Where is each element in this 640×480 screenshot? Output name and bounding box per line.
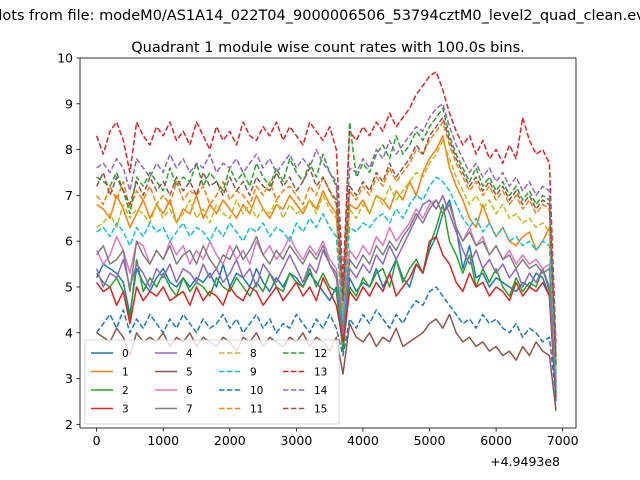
legend-label-2: 2 bbox=[122, 385, 129, 397]
legend-label-10: 10 bbox=[250, 385, 263, 397]
series-line-14 bbox=[96, 103, 557, 356]
series-line-12 bbox=[96, 107, 557, 356]
series-line-1 bbox=[96, 135, 557, 384]
x-tick-label: 6000 bbox=[480, 433, 512, 448]
series-line-11 bbox=[95, 121, 557, 361]
x-tick-label: 1000 bbox=[147, 433, 179, 448]
figure-suptitle: Plots from file: modeM0/AS1A14_022T04_90… bbox=[0, 8, 640, 24]
legend-label-4: 4 bbox=[186, 348, 193, 360]
series-line-6 bbox=[95, 199, 557, 379]
series-line-0 bbox=[95, 199, 557, 402]
x-tick-label: 5000 bbox=[414, 433, 446, 448]
legend-label-14: 14 bbox=[314, 385, 328, 397]
x-tick-label: 0 bbox=[93, 433, 101, 448]
y-tick-label: 10 bbox=[57, 51, 73, 66]
legend-box bbox=[84, 339, 340, 425]
x-tick-label: 7000 bbox=[547, 433, 579, 448]
series-line-10 bbox=[95, 286, 557, 397]
series-line-9 bbox=[96, 176, 557, 375]
y-tick-label: 7 bbox=[65, 188, 73, 203]
legend-label-5: 5 bbox=[186, 367, 193, 379]
y-tick-label: 2 bbox=[65, 417, 73, 432]
series-line-7 bbox=[95, 199, 557, 384]
legend-label-1: 1 bbox=[122, 367, 129, 379]
legend-label-11: 11 bbox=[250, 404, 263, 416]
series-line-4 bbox=[95, 194, 557, 388]
series-line-3 bbox=[95, 235, 557, 397]
axes-frame bbox=[79, 57, 577, 429]
y-tick-label: 4 bbox=[65, 325, 73, 340]
legend-label-7: 7 bbox=[186, 404, 193, 416]
series-line-2 bbox=[95, 203, 557, 393]
series-line-13 bbox=[95, 70, 557, 347]
x-tick-label: 4000 bbox=[347, 433, 379, 448]
x-axis-offset-label: +4.9493e8 bbox=[490, 454, 560, 469]
legend-label-13: 13 bbox=[314, 367, 327, 379]
series-line-15 bbox=[95, 116, 557, 365]
y-tick-label: 6 bbox=[65, 234, 73, 249]
y-tick-label: 5 bbox=[65, 279, 73, 294]
chart-title: Quadrant 1 module wise count rates with … bbox=[131, 40, 525, 56]
y-tick-label: 8 bbox=[65, 142, 73, 157]
legend-label-0: 0 bbox=[122, 348, 129, 360]
series-line-8 bbox=[96, 139, 557, 370]
legend-label-12: 12 bbox=[314, 348, 327, 360]
x-tick-label: 2000 bbox=[214, 433, 246, 448]
y-tick-label: 9 bbox=[65, 96, 73, 111]
y-tick-label: 3 bbox=[65, 371, 73, 386]
legend-label-6: 6 bbox=[186, 385, 193, 397]
legend-label-9: 9 bbox=[250, 367, 257, 379]
legend-label-3: 3 bbox=[122, 404, 129, 416]
x-tick-label: 3000 bbox=[280, 433, 312, 448]
legend-label-15: 15 bbox=[314, 404, 327, 416]
legend-label-8: 8 bbox=[250, 348, 257, 360]
